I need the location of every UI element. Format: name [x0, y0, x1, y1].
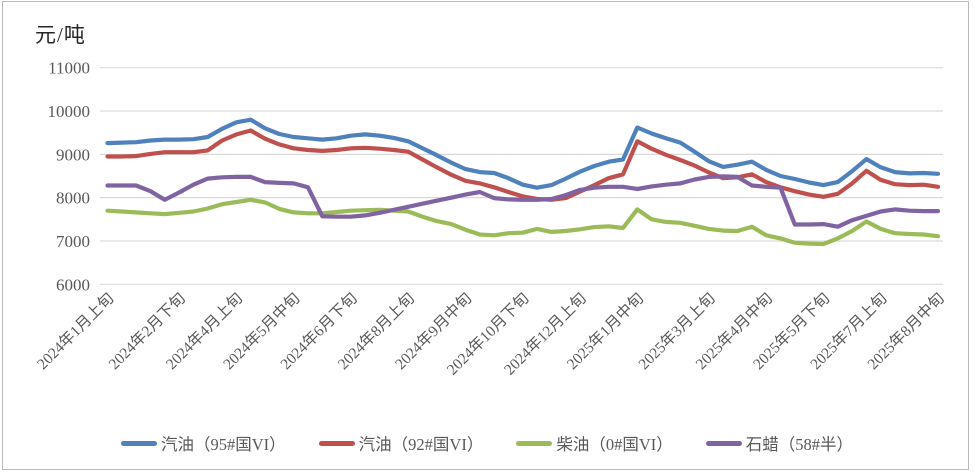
y-axis-unit-label: 元/吨 — [35, 23, 86, 47]
legend-item-0: 汽油（95#国VI） — [120, 431, 286, 455]
legend-item-label: 汽油（95#国VI） — [160, 435, 286, 454]
series-line-1 — [105, 128, 941, 202]
y-axis-tick-label: 8000 — [56, 189, 90, 208]
series-line-3 — [105, 174, 941, 229]
legend-line-swatch-icon — [705, 440, 742, 446]
series-line-2 — [105, 197, 941, 247]
legend-item-1: 汽油（92#国VI） — [318, 431, 484, 455]
x-axis-tick-label: 2024年1月上旬 — [33, 289, 117, 373]
y-axis-tick-label: 7000 — [56, 232, 90, 251]
legend-item-label: 石蜡（58#半） — [745, 435, 853, 454]
legend-line-swatch-icon — [318, 440, 355, 446]
legend-item-3: 石蜡（58#半） — [705, 431, 853, 455]
chart-legend: 汽油（95#国VI） 汽油（92#国VI） 柴油（0#国VI） 石蜡（58#半） — [0, 431, 974, 455]
legend-item-2: 柴油（0#国VI） — [516, 431, 673, 455]
y-axis-tick-label: 6000 — [56, 275, 90, 294]
y-axis-tick-label: 9000 — [56, 145, 90, 164]
legend-line-swatch-icon — [516, 440, 553, 446]
y-axis-tick-label: 11000 — [48, 59, 90, 78]
legend-item-label: 汽油（92#国VI） — [358, 435, 484, 454]
y-axis-tick-label: 10000 — [48, 102, 91, 121]
legend-item-label: 柴油（0#国VI） — [556, 435, 673, 454]
legend-line-swatch-icon — [120, 440, 157, 446]
series-line-0 — [105, 117, 941, 190]
